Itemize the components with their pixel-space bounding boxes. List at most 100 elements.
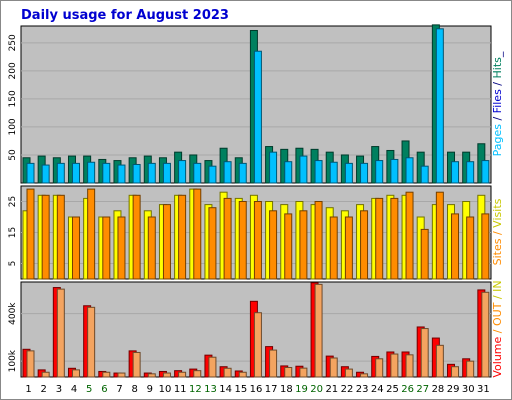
- bar-sites: [117, 216, 126, 280]
- x-tick-label: 11: [174, 384, 187, 395]
- bar-kbytes-out: [87, 306, 96, 378]
- bar-files: [390, 158, 399, 184]
- bar-kbytes-out: [178, 371, 187, 378]
- bar-files: [284, 161, 293, 184]
- x-tick-label: 1: [25, 384, 31, 395]
- bar-files: [117, 164, 126, 184]
- bar-kbytes-out: [451, 366, 460, 378]
- bar-kbytes-out: [26, 350, 35, 378]
- x-tick-label: 21: [325, 384, 338, 395]
- bar-kbytes-out: [208, 356, 217, 378]
- legend-part: Files: [491, 89, 504, 113]
- bar-files: [208, 165, 217, 184]
- bar-sites: [238, 201, 247, 280]
- bar-files: [329, 161, 338, 184]
- x-tick-label: 17: [265, 384, 278, 395]
- bar-files: [178, 160, 187, 184]
- y-tick-label: 15: [8, 227, 18, 238]
- bar-files: [360, 162, 369, 184]
- bar-sites: [405, 191, 414, 280]
- x-tick-label: 19: [295, 384, 308, 395]
- x-tick-label: 6: [101, 384, 107, 395]
- bar-files: [223, 161, 232, 184]
- bar-files: [375, 160, 384, 184]
- bar-files: [299, 155, 308, 184]
- legend-part: Sites: [491, 238, 504, 265]
- bar-kbytes-out: [329, 357, 338, 378]
- bar-files: [147, 162, 156, 184]
- bar-sites: [299, 210, 308, 280]
- y-tick-label: 50: [8, 149, 18, 161]
- bar-sites: [147, 216, 156, 280]
- bar-kbytes-out: [420, 328, 429, 378]
- y-tick-label: 100: [8, 118, 18, 135]
- bar-files: [87, 161, 96, 184]
- bar-files: [132, 163, 141, 184]
- bar-kbytes-out: [360, 373, 369, 378]
- legend-visits-sites: Sites / Visits: [491, 198, 504, 265]
- panel-visits-sites: 5 15 25 Sites / Visits: [8, 185, 504, 280]
- bar-kbytes-out: [269, 349, 278, 378]
- x-tick-label: 30: [462, 384, 475, 395]
- bar-files: [193, 162, 202, 184]
- panel-hits-files-pages: 50 100 150 200 250 Pages / Files / Hits_: [8, 24, 504, 184]
- bar-kbytes-out: [284, 367, 293, 378]
- bar-sites: [132, 194, 141, 280]
- x-tick-label: 29: [447, 384, 460, 395]
- x-tick-label: 22: [341, 384, 354, 395]
- bar-sites: [344, 216, 353, 280]
- bar-kbytes-out: [344, 368, 353, 378]
- x-tick-label: 3: [56, 384, 62, 395]
- bar-files: [71, 162, 80, 184]
- y-tick-label: 100k: [8, 349, 18, 372]
- x-tick-label: 7: [116, 384, 122, 395]
- bar-sites: [451, 213, 460, 280]
- bar-files: [41, 164, 50, 184]
- panel-kbin-kbout: 100k 400k Volume / OUT / IN: [8, 280, 504, 377]
- bar-sites: [41, 194, 50, 280]
- bar-sites: [87, 188, 96, 280]
- bar-files: [102, 162, 111, 184]
- y-tick-label: 5: [8, 261, 18, 267]
- bar-sites: [71, 216, 80, 280]
- y-tick-label: 150: [8, 90, 18, 107]
- x-tick-label: 13: [204, 384, 217, 395]
- legend-part: /: [491, 78, 504, 89]
- bar-kbytes-out: [405, 354, 414, 378]
- x-tick-label: 14: [219, 384, 232, 395]
- legend-part: _: [491, 51, 504, 58]
- bar-sites: [56, 194, 65, 280]
- bar-sites: [102, 216, 111, 280]
- bar-sites: [375, 197, 384, 280]
- bar-sites: [26, 188, 35, 280]
- x-tick-label: 28: [432, 384, 445, 395]
- x-tick-label: 18: [280, 384, 293, 395]
- bar-kbytes-out: [56, 288, 65, 378]
- bar-files: [314, 160, 323, 184]
- legend-part: Volume: [491, 336, 504, 377]
- bar-sites: [420, 228, 429, 280]
- y-tick-label: 250: [8, 34, 18, 51]
- legend-kbin-kbout: Volume / OUT / IN: [491, 280, 504, 377]
- bar-files: [26, 162, 35, 184]
- legend-part: OUT: [491, 302, 504, 326]
- bar-files: [435, 28, 444, 184]
- bar-kbytes-out: [102, 371, 111, 378]
- bar-sites: [223, 197, 232, 280]
- legend-part: Hits: [491, 57, 504, 79]
- legend-part: /: [491, 292, 504, 303]
- bar-sites: [329, 216, 338, 280]
- bar-kbytes-out: [117, 372, 126, 378]
- bar-files: [269, 151, 278, 184]
- y-tick-label: 400k: [8, 302, 18, 325]
- bar-kbytes-out: [147, 373, 156, 378]
- x-tick-label: 15: [234, 384, 247, 395]
- bar-sites: [360, 210, 369, 280]
- bar-sites: [208, 207, 217, 280]
- x-tick-label: 9: [147, 384, 153, 395]
- bar-sites: [253, 201, 262, 280]
- bar-sites: [390, 197, 399, 280]
- x-tick-label: 23: [356, 384, 369, 395]
- bar-sites: [466, 216, 475, 280]
